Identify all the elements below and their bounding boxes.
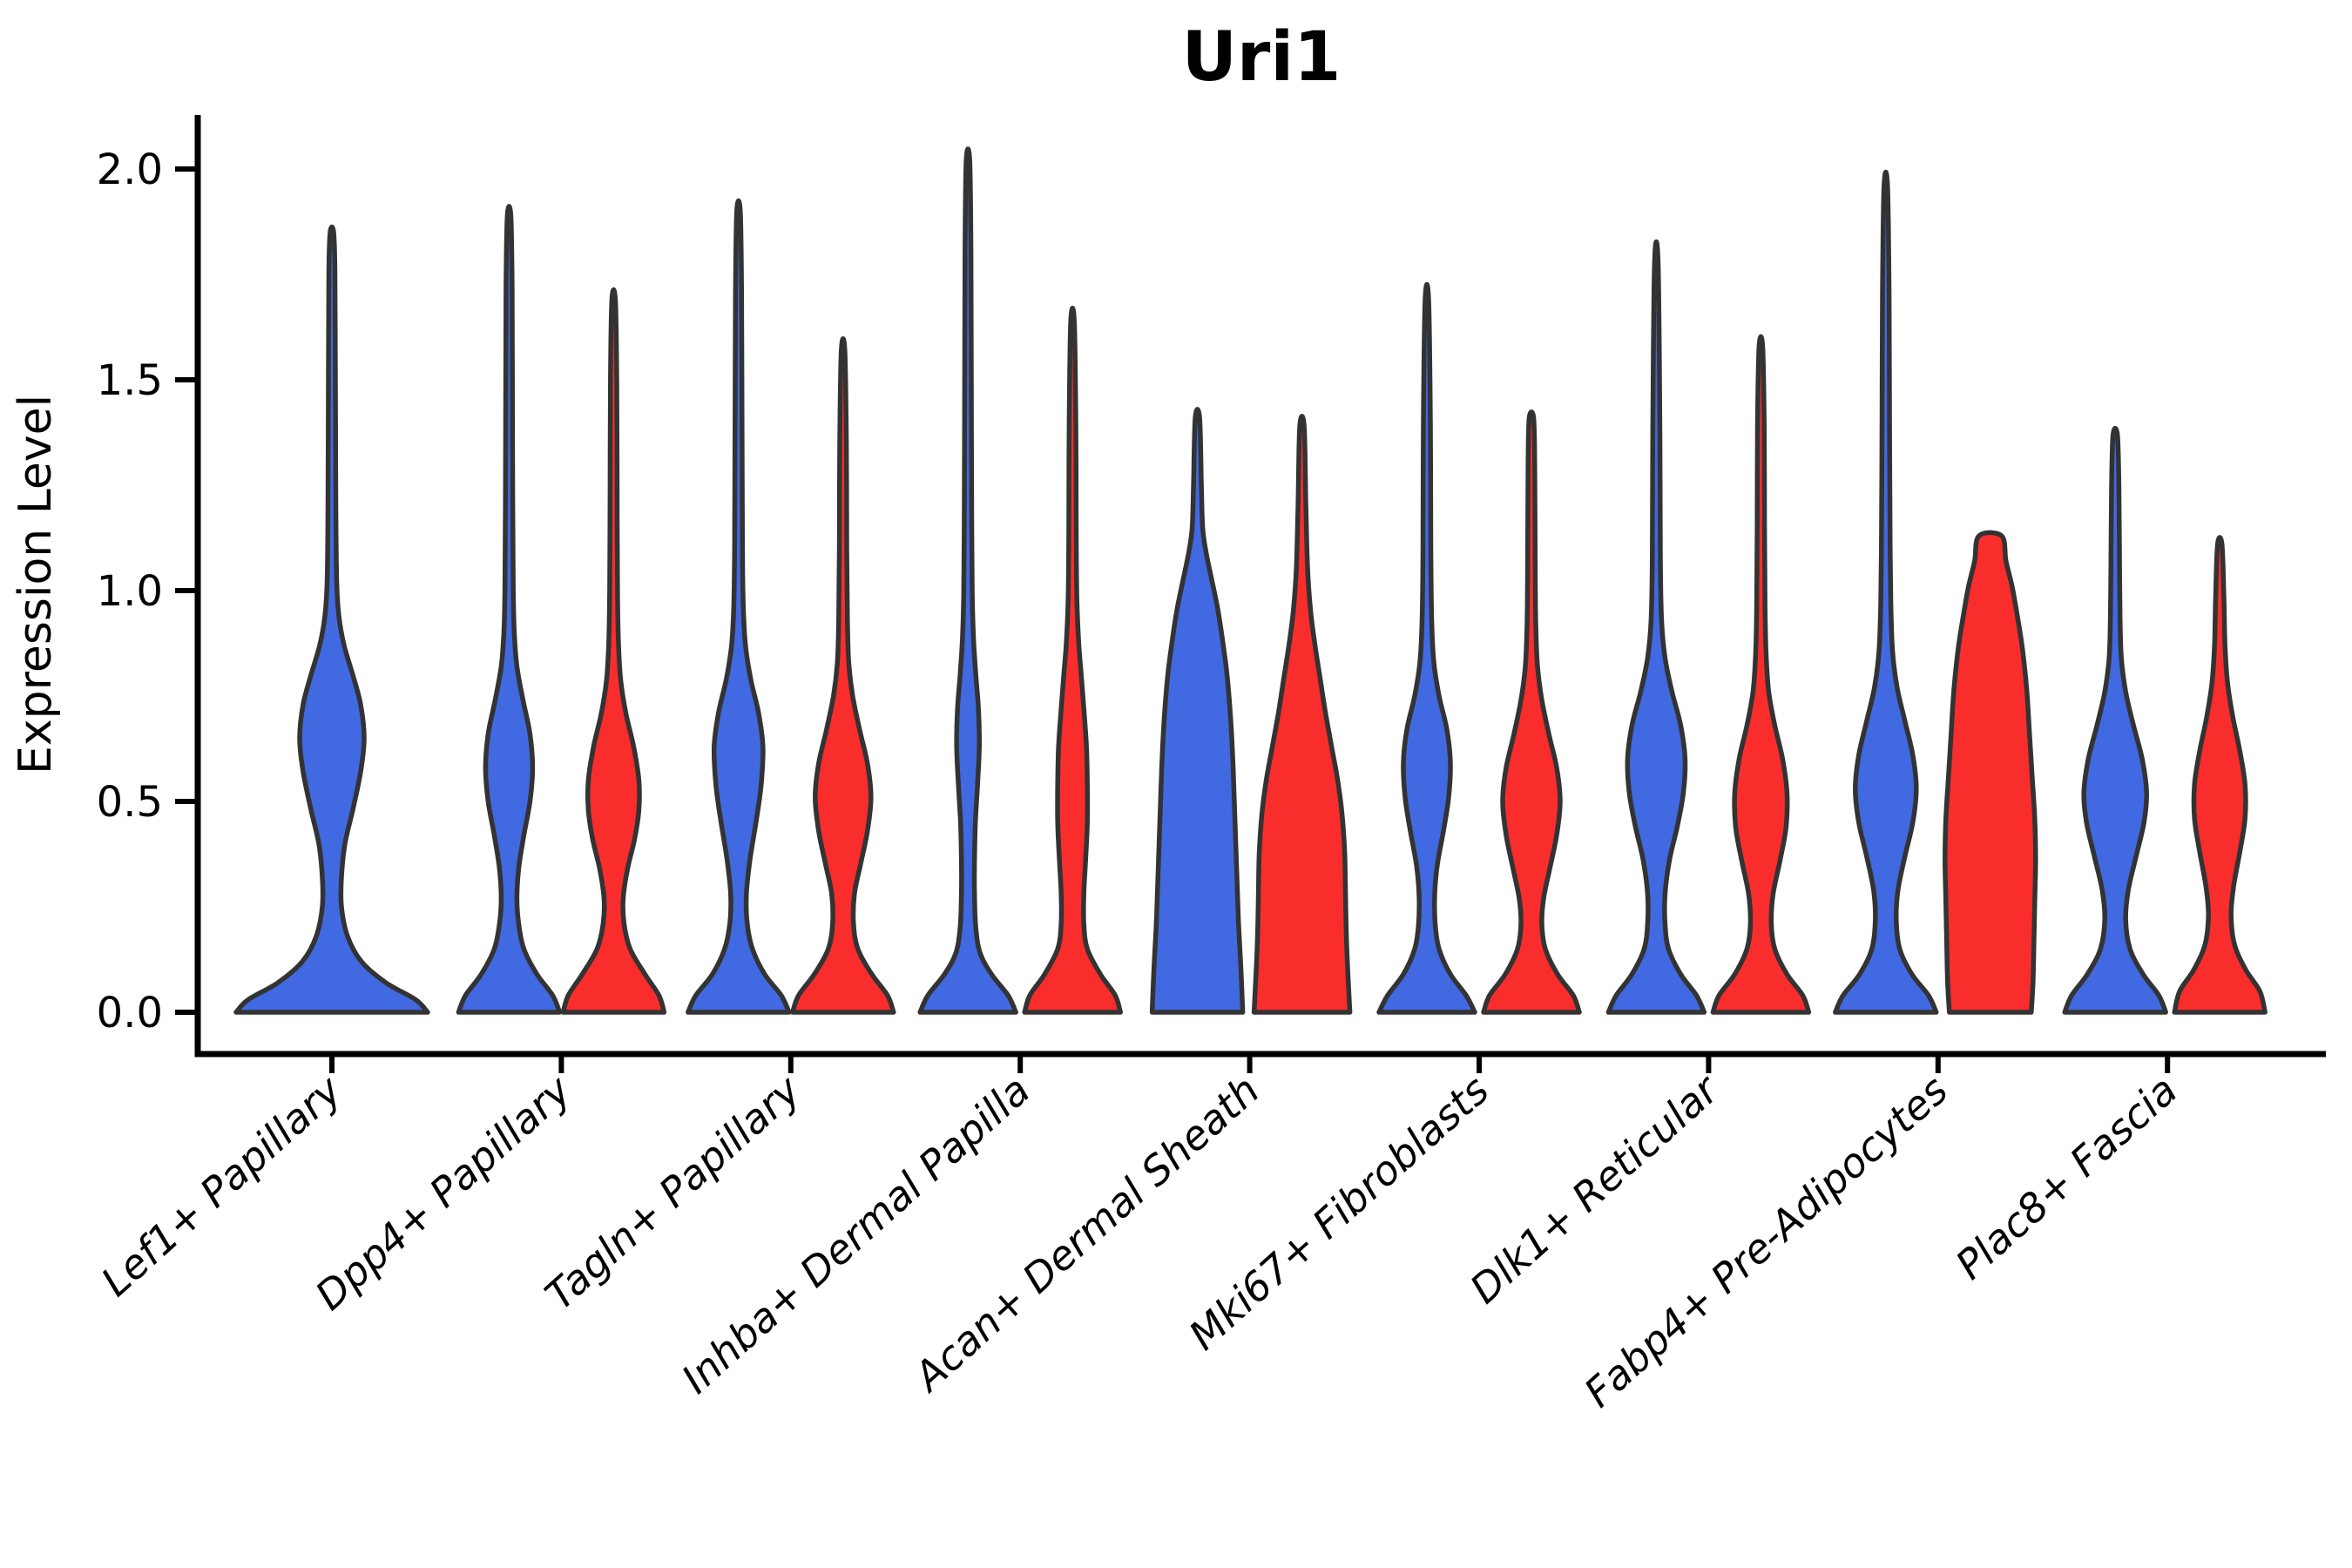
- violin-acan-dermal-sheath-blue: [1149, 407, 1246, 1015]
- violin-dpp4-papillary-red: [560, 287, 667, 1015]
- plot-title: Uri1: [1182, 18, 1342, 97]
- violin-acan-dermal-sheath-red: [1251, 413, 1353, 1015]
- x-tick-label-6: Dlk1+ Reticular: [1461, 1064, 1729, 1313]
- y-tick-label: 1.5: [97, 356, 163, 405]
- y-axis-label: Expression Level: [10, 395, 62, 774]
- violin-lef1-papillary-blue: [233, 224, 430, 1015]
- violin-plac8-fascia-red: [2172, 535, 2268, 1015]
- violin-mki67-fibroblasts-blue: [1376, 281, 1477, 1015]
- violin-fabp4-pre-adipocytes-blue: [1833, 169, 1939, 1015]
- violin-dlk1-reticular-red: [1710, 334, 1812, 1015]
- violin-mki67-fibroblasts-red: [1481, 409, 1582, 1015]
- axis-spines: [194, 115, 2326, 1058]
- x-tick-label-7: Fabp4+ Pre-Adipocytes: [1575, 1066, 1957, 1416]
- violin-dlk1-reticular-blue: [1605, 239, 1707, 1015]
- violins-layer: [233, 146, 2268, 1015]
- y-tick-label: 0.5: [97, 778, 163, 827]
- x-tick-label-8: Plac8+ Fascia: [1947, 1066, 2186, 1288]
- violin-tagln-papillary-blue: [686, 198, 792, 1015]
- y-tick-label: 0.0: [97, 989, 163, 1037]
- violin-tagln-papillary-red: [790, 336, 896, 1015]
- violin-fabp4-pre-adipocytes-red: [1943, 530, 2038, 1015]
- y-tick-label: 2.0: [97, 145, 163, 194]
- violin-plac8-fascia-blue: [2062, 425, 2168, 1015]
- violin-dpp4-papillary-blue: [456, 204, 563, 1015]
- violin-inhba-dermal-papilla-blue: [917, 146, 1018, 1015]
- x-tick-label-0: Lef1+ Papillary: [92, 1066, 351, 1306]
- violin-inhba-dermal-papilla-red: [1022, 305, 1123, 1015]
- y-tick-label: 1.0: [97, 567, 163, 616]
